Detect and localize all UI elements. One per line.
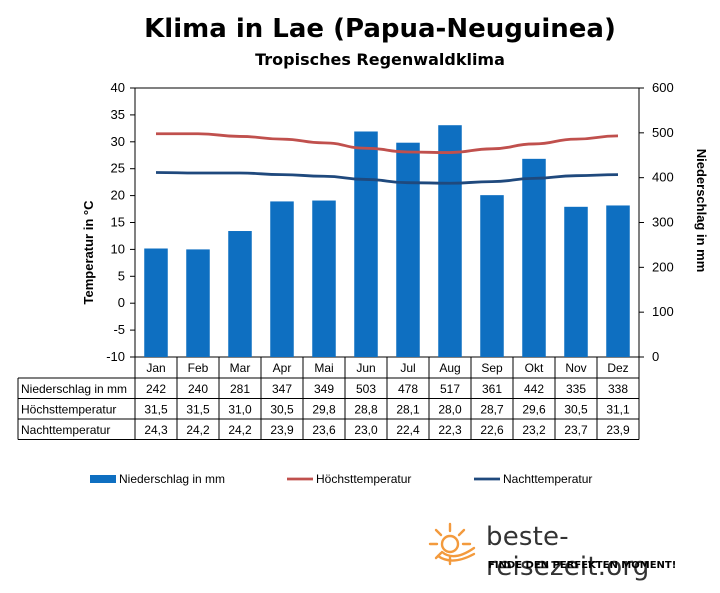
y-left-tick-label: 35 (111, 107, 125, 122)
x-tick-label: Okt (525, 361, 544, 375)
bar (480, 195, 504, 357)
y-left-tick-label: 25 (111, 161, 125, 176)
table-cell: 31,5 (144, 403, 168, 417)
y-right-tick-label: 100 (652, 304, 674, 319)
brand-url[interactable]: beste-reisezeit.org (486, 522, 650, 582)
table-cell: 442 (524, 382, 544, 396)
table-cell: 338 (608, 382, 628, 396)
y-right-tick-label: 300 (652, 215, 674, 230)
y-left-tick-label: 10 (111, 241, 125, 256)
table-cell: 24,2 (228, 423, 252, 437)
x-tick-label: Jul (400, 361, 415, 375)
table-cell: 347 (272, 382, 292, 396)
y-left-tick-label: 5 (118, 268, 125, 283)
table-cell: 23,2 (522, 423, 546, 437)
table-cell: 31,0 (228, 403, 252, 417)
table-cell: 22,3 (438, 423, 462, 437)
table-cell: 30,5 (270, 403, 294, 417)
legend-label: Niederschlag in mm (119, 472, 225, 486)
table-cell: 28,0 (438, 403, 462, 417)
table-cell: 242 (146, 382, 166, 396)
x-tick-label: Apr (273, 361, 292, 375)
table-cell: 23,9 (270, 423, 294, 437)
y-left-tick-label: 30 (111, 134, 125, 149)
table-cell: 31,1 (606, 403, 630, 417)
table-cell: 335 (566, 382, 586, 396)
x-tick-label: Mai (314, 361, 333, 375)
chart-title: Klima in Lae (Papua-Neuguinea) (144, 14, 616, 44)
table-cell: 503 (356, 382, 376, 396)
bar (396, 142, 420, 357)
x-tick-label: Mar (230, 361, 251, 375)
y-left-tick-label: 0 (118, 295, 125, 310)
table-cell: 28,7 (480, 403, 504, 417)
table-cell: 22,6 (480, 423, 504, 437)
x-tick-label: Nov (565, 361, 586, 375)
legend-swatch (90, 475, 116, 483)
table-cell: 23,9 (606, 423, 630, 437)
x-tick-label: Dez (607, 361, 628, 375)
table-cell: 23,6 (312, 423, 336, 437)
table-cell: 28,8 (354, 403, 378, 417)
table-cell: 23,0 (354, 423, 378, 437)
bar (144, 248, 168, 357)
y-right-tick-label: 500 (652, 125, 674, 140)
table-cell: 349 (314, 382, 334, 396)
y-left-tick-label: 15 (111, 215, 125, 230)
table-cell: 22,4 (396, 423, 420, 437)
x-tick-label: Aug (439, 361, 460, 375)
sun-icon (428, 522, 476, 566)
y-right-tick-label: 400 (652, 170, 674, 185)
x-tick-label: Sep (481, 361, 503, 375)
y-right-tick-label: 0 (652, 349, 659, 364)
y-right-axis-label: Niederschlag in mm (694, 149, 709, 273)
legend-label: Nachttemperatur (503, 472, 592, 486)
y-left-tick-label: -5 (113, 322, 125, 337)
bar (438, 125, 462, 357)
y-left-tick-label: 40 (111, 80, 125, 95)
y-left-tick-label: -10 (106, 349, 125, 364)
chart-subtitle: Tropisches Regenwaldklima (255, 50, 505, 69)
table-cell: 29,8 (312, 403, 336, 417)
table-cell: 24,2 (186, 423, 210, 437)
series-line (156, 132, 619, 154)
x-tick-label: Feb (188, 361, 209, 375)
y-left-axis-label: Temperatur in °C (81, 200, 96, 305)
legend-label: Höchsttemperatur (316, 472, 411, 486)
bar (522, 158, 546, 357)
y-left-tick-label: 20 (111, 188, 125, 203)
table-cell: 31,5 (186, 403, 210, 417)
table-cell: 24,3 (144, 423, 168, 437)
table-row-label: Nachttemperatur (21, 423, 110, 437)
bar (186, 249, 210, 357)
table-cell: 281 (230, 382, 250, 396)
series-line (155, 171, 619, 185)
bar (270, 201, 294, 357)
bar (312, 200, 336, 357)
y-right-tick-label: 600 (652, 80, 674, 95)
table-cell: 240 (188, 382, 208, 396)
plot-area (134, 87, 640, 358)
bar (606, 205, 630, 357)
table-cell: 30,5 (564, 403, 588, 417)
table-cell: 478 (398, 382, 418, 396)
table-row-label: Niederschlag in mm (21, 382, 127, 396)
table-cell: 28,1 (396, 403, 420, 417)
bar (228, 231, 252, 357)
brand-tagline: FINDE DEN PERFEKTEN MOMENT! (488, 560, 677, 571)
x-tick-label: Jan (146, 361, 165, 375)
table-cell: 517 (440, 382, 460, 396)
bar (564, 206, 588, 357)
table-cell: 29,6 (522, 403, 546, 417)
table-cell: 23,7 (564, 423, 588, 437)
table-cell: 361 (482, 382, 502, 396)
x-tick-label: Jun (356, 361, 375, 375)
table-row-label: Höchsttemperatur (21, 403, 116, 417)
y-right-tick-label: 200 (652, 259, 674, 274)
bar (354, 131, 378, 357)
